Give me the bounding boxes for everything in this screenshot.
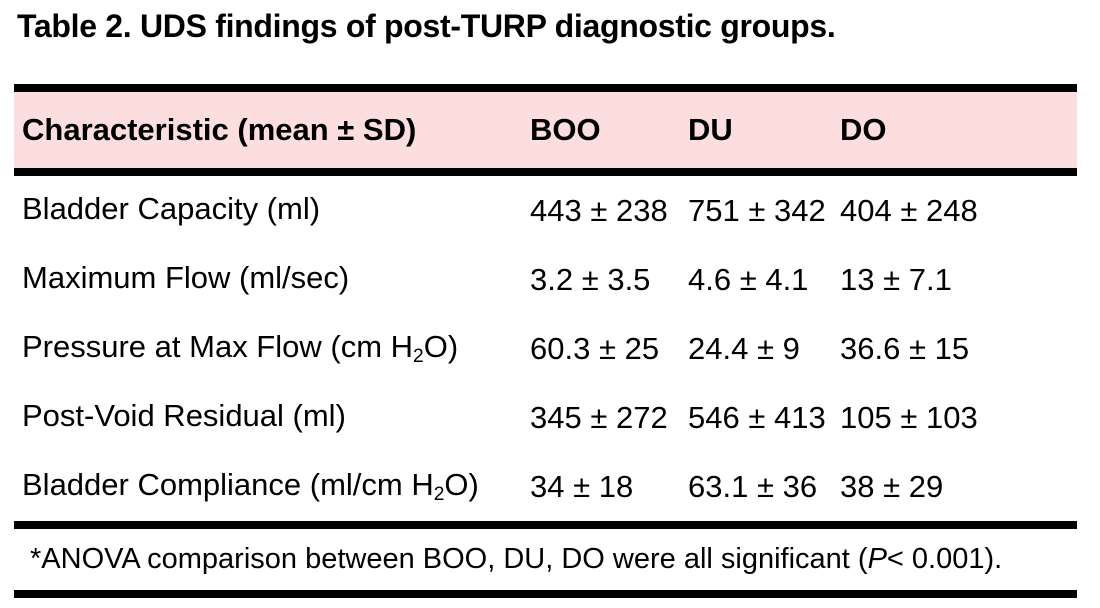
row-label-subscript: 2 — [433, 483, 445, 505]
footnote-tail: < 0.001). — [886, 543, 1003, 575]
row-label-text: Bladder Capacity (ml) — [22, 191, 321, 227]
table-row: Post-Void Residual (ml) 345 ± 272 546 ± … — [14, 383, 1077, 452]
cell-boo: 60.3 ± 25 — [530, 330, 660, 366]
cell-boo: 3.2 ± 3.5 — [530, 261, 651, 297]
rule-bottom — [14, 590, 1077, 598]
row-label: Bladder Compliance (ml/cm H2O) — [14, 467, 530, 506]
table-row: Bladder Compliance (ml/cm H2O) 34 ± 18 6… — [14, 452, 1077, 521]
row-label: Bladder Capacity (ml) — [14, 191, 530, 230]
cell-du: 4.6 ± 4.1 — [688, 261, 809, 297]
cell-do: 38 ± 29 — [840, 468, 944, 504]
footnote-p-symbol: P — [867, 543, 887, 575]
table-row: Bladder Capacity (ml) 443 ± 238 751 ± 34… — [14, 176, 1077, 245]
row-label: Maximum Flow (ml/sec) — [14, 260, 530, 299]
rule-header-bottom — [14, 168, 1077, 176]
row-label-text: Bladder Compliance (ml/cm H — [22, 467, 434, 503]
footnote-text: *ANOVA comparison between BOO, DU, DO we… — [30, 543, 868, 575]
table-title: Table 2. UDS findings of post-TURP diagn… — [17, 8, 836, 44]
table-footnote: *ANOVA comparison between BOO, DU, DO we… — [14, 529, 1077, 590]
cell-do: 13 ± 7.1 — [840, 261, 952, 297]
col-header-do: DO — [840, 112, 887, 147]
cell-do: 36.6 ± 15 — [840, 330, 970, 366]
cell-du: 751 ± 342 — [688, 192, 826, 228]
row-label-text: Post-Void Residual (ml) — [22, 398, 346, 434]
table-row: Maximum Flow (ml/sec) 3.2 ± 3.5 4.6 ± 4.… — [14, 245, 1077, 314]
rule-body-bottom — [14, 521, 1077, 529]
rule-top — [14, 84, 1077, 92]
table-row: Pressure at Max Flow (cm H2O) 60.3 ± 25 … — [14, 314, 1077, 383]
col-header-characteristic: Characteristic (mean ± SD) — [22, 112, 417, 147]
cell-do: 105 ± 103 — [840, 399, 978, 435]
row-label-subscript: 2 — [413, 345, 424, 367]
cell-boo: 443 ± 238 — [530, 192, 668, 228]
cell-boo: 345 ± 272 — [530, 399, 668, 435]
uds-table: Characteristic (mean ± SD) BOO DU DO Bla… — [14, 84, 1077, 598]
col-header-du: DU — [688, 112, 733, 147]
cell-boo: 34 ± 18 — [530, 468, 634, 504]
cell-du: 63.1 ± 36 — [688, 468, 818, 504]
row-label: Pressure at Max Flow (cm H2O) — [14, 329, 530, 368]
cell-do: 404 ± 248 — [840, 192, 978, 228]
header-row: Characteristic (mean ± SD) BOO DU DO — [14, 92, 1077, 168]
cell-du: 24.4 ± 9 — [688, 330, 800, 366]
row-label: Post-Void Residual (ml) — [14, 398, 530, 437]
row-label-text: Pressure at Max Flow (cm H — [22, 329, 414, 365]
cell-du: 546 ± 413 — [688, 399, 826, 435]
row-label-tail: O) — [444, 467, 479, 503]
row-label-text: Maximum Flow (ml/sec) — [22, 260, 350, 296]
row-label-tail: O) — [423, 329, 459, 365]
col-header-boo: BOO — [530, 112, 601, 147]
